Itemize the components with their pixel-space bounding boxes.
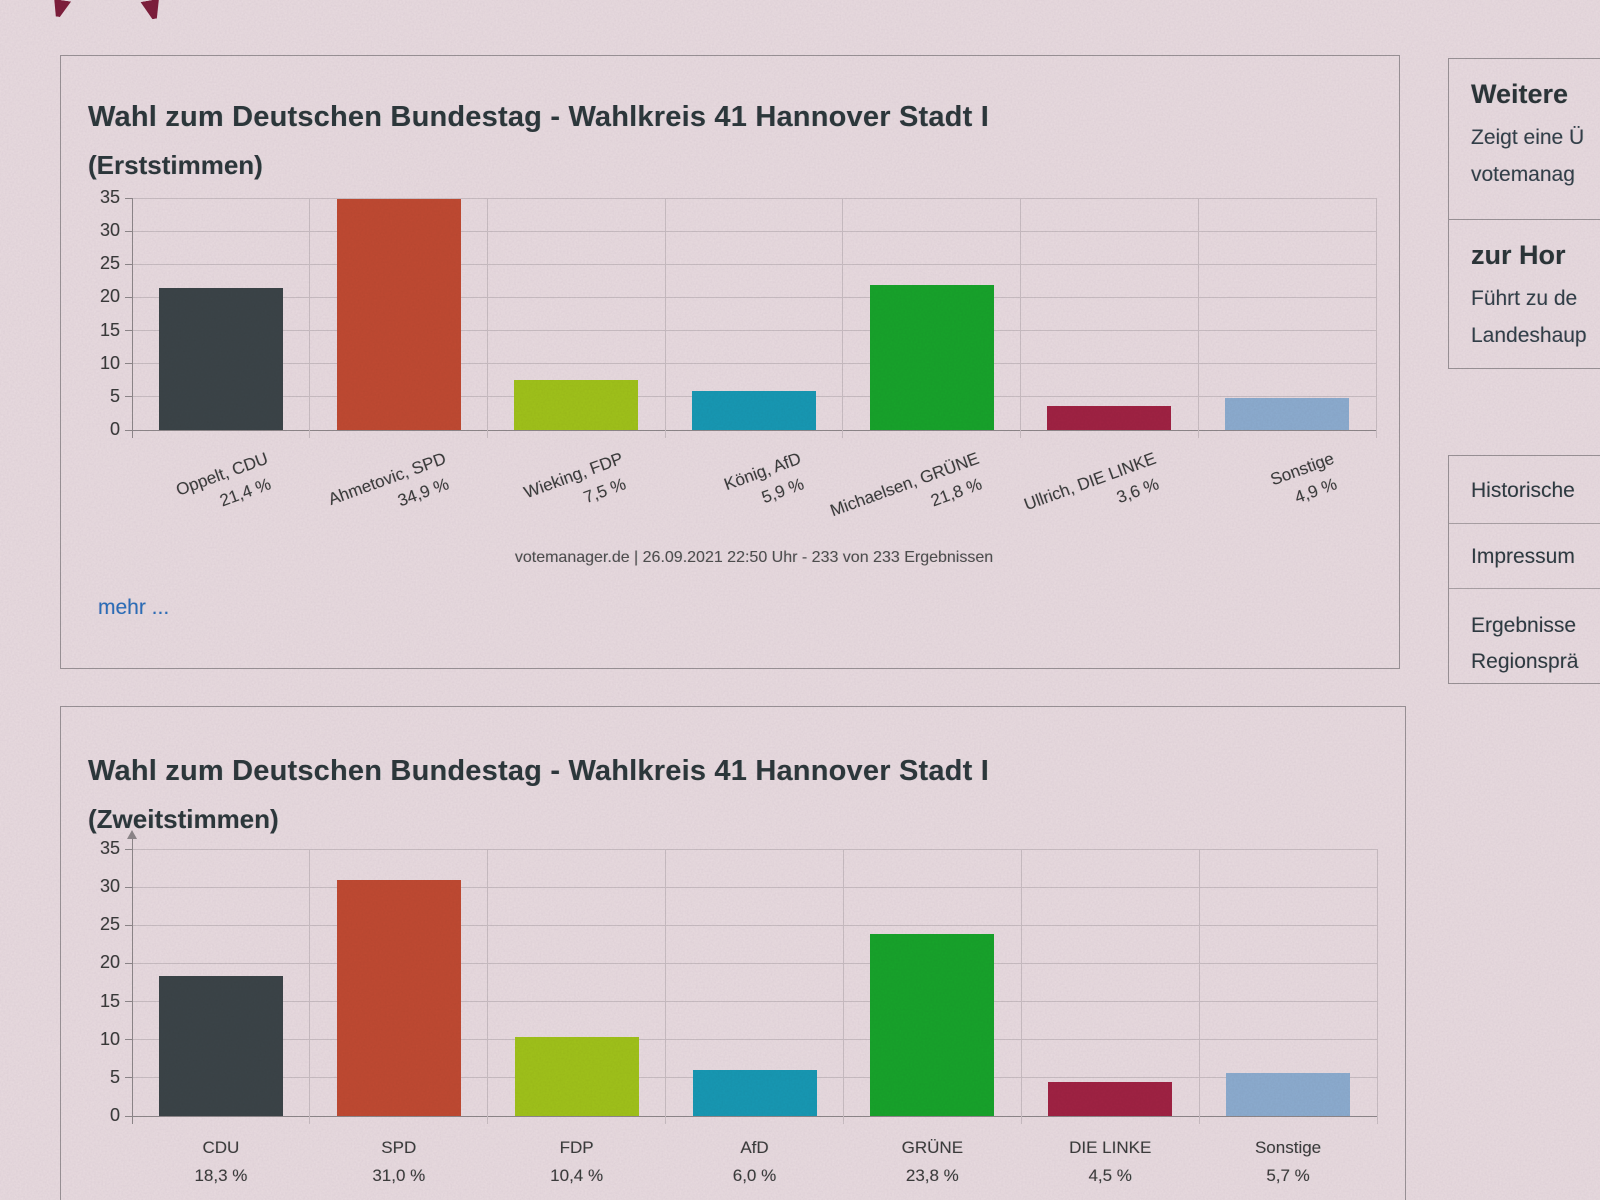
sidebar-info-panel: Weitere Zeigt eine Ü votemanag zur Hor F… — [1448, 58, 1600, 369]
logo-stroke-right-icon — [141, 0, 166, 21]
sidebar-link-label: Regionsprä — [1471, 650, 1579, 673]
sidebar-text: Zeigt eine Ü — [1471, 126, 1585, 149]
sidebar-link-label: Impressum — [1471, 545, 1575, 568]
sidebar-heading-weitere[interactable]: Weitere — [1471, 79, 1569, 109]
sidebar-text: Landeshaup — [1471, 324, 1587, 347]
sidebar-text: Führt zu de — [1471, 287, 1578, 310]
sidebar-link-historische[interactable]: Historische — [1449, 456, 1600, 523]
sidebar-link-ergebnisse[interactable]: Ergebnisse Regionsprä — [1449, 588, 1600, 683]
chart-title-zweitstimmen: Wahl zum Deutschen Bundestag - Wahlkreis… — [88, 755, 989, 788]
sidebar-link-impressum[interactable]: Impressum — [1449, 523, 1600, 588]
chart-subtitle-zweitstimmen: (Zweitstimmen) — [88, 803, 279, 834]
sidebar-section-weitere: Weitere Zeigt eine Ü votemanag — [1449, 59, 1600, 219]
sidebar-text: votemanag — [1471, 163, 1575, 186]
more-link[interactable]: mehr ... — [98, 596, 170, 619]
results-card-erststimmen — [60, 55, 1400, 669]
sidebar-link-label: Ergebnisse — [1471, 614, 1577, 637]
logo-fragment-icon — [0, 0, 200, 24]
chart-source-caption: votemanager.de | 26.09.2021 22:50 Uhr - … — [514, 549, 994, 566]
chart-subtitle-erststimmen: (Erststimmen) — [88, 149, 263, 180]
chart-title-erststimmen: Wahl zum Deutschen Bundestag - Wahlkreis… — [88, 101, 989, 134]
sidebar-section-homepage: zur Hor Führt zu de Landeshaup — [1449, 219, 1600, 368]
sidebar-link-label: Historische — [1471, 479, 1575, 502]
sidebar-link-list: Historische Impressum Ergebnisse Regions… — [1448, 455, 1600, 684]
sidebar-heading-homepage[interactable]: zur Hor — [1471, 240, 1566, 270]
logo-stroke-left-icon — [49, 0, 71, 18]
